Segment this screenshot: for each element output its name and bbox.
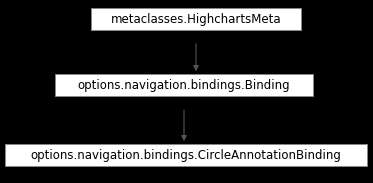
Text: options.navigation.bindings.CircleAnnotationBinding: options.navigation.bindings.CircleAnnota… (31, 148, 341, 162)
FancyBboxPatch shape (91, 8, 301, 30)
FancyBboxPatch shape (55, 74, 313, 96)
FancyBboxPatch shape (5, 144, 367, 166)
Text: metaclasses.HighchartsMeta: metaclasses.HighchartsMeta (111, 12, 281, 25)
Text: options.navigation.bindings.Binding: options.navigation.bindings.Binding (78, 79, 290, 92)
